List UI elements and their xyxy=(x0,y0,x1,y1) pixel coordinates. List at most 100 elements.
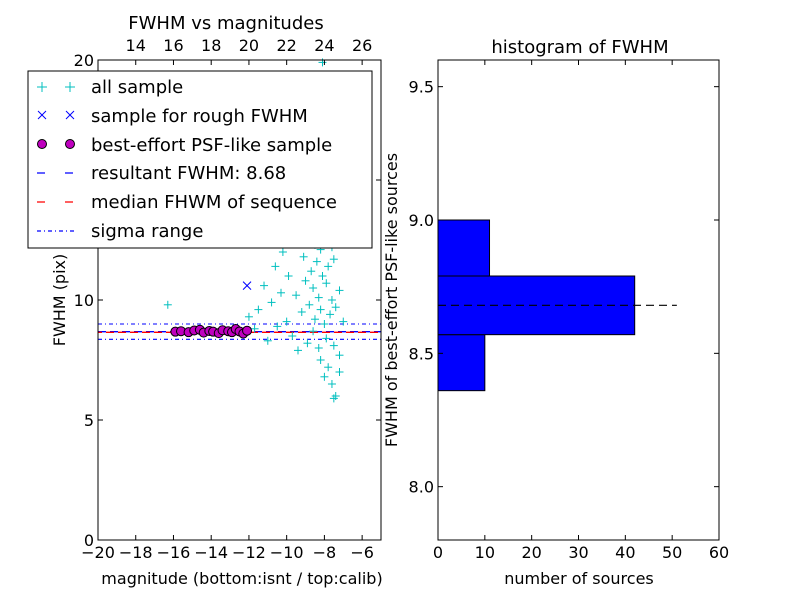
top-tick-label: 22 xyxy=(276,36,296,55)
legend-marker-circle xyxy=(37,139,47,149)
right-y-ticks: 8.0 8.5 9.0 9.5 xyxy=(409,78,719,497)
legend-marker-circle xyxy=(65,139,75,149)
scatter-point-all xyxy=(282,317,291,326)
x-tick-label: 30 xyxy=(568,543,588,562)
scatter-point-all xyxy=(284,272,293,280)
right-x-label: number of sources xyxy=(504,569,654,588)
legend-entry-psf-sample: best-effort PSF-like sample xyxy=(37,135,332,156)
top-tick-label: 18 xyxy=(201,36,221,55)
scatter-point-all xyxy=(278,248,287,256)
scatter-point-all xyxy=(316,305,325,314)
scatter-point-all xyxy=(267,298,276,307)
y-tick-label: 10 xyxy=(74,291,94,310)
scatter-point-all xyxy=(327,296,336,304)
top-tick-label: 26 xyxy=(352,36,372,55)
scatter-point-all xyxy=(292,291,301,300)
legend-entry-median: median FHWM of sequence xyxy=(37,192,337,213)
scatter-point-all xyxy=(260,281,269,290)
scatter-point-all xyxy=(322,279,331,288)
scatter-point-all xyxy=(327,380,336,388)
y-tick-label: 5 xyxy=(84,411,94,430)
scatter-point-all xyxy=(324,363,333,372)
histogram-panel: histogram of FWHM 0 10 20 30 40 50 60 8.0 8.5 9.… xyxy=(382,37,729,588)
right-x-ticks: 0 10 20 30 40 50 60 xyxy=(433,60,729,562)
top-tick-label: 24 xyxy=(314,36,334,55)
left-x-label: magnitude (bottom:isnt / top:calib) xyxy=(101,569,382,588)
scatter-point-all xyxy=(277,288,286,297)
x-tick-label: −10 xyxy=(270,543,304,562)
scatter-point-all xyxy=(299,252,308,261)
scatter-point-all xyxy=(271,262,280,271)
x-tick-label: 20 xyxy=(521,543,541,562)
top-tick-label: 14 xyxy=(126,36,146,55)
scatter-point-all xyxy=(329,341,338,350)
legend-label: best-effort PSF-like sample xyxy=(91,135,332,156)
x-tick-label: 60 xyxy=(709,543,729,562)
scatter-point-all xyxy=(316,356,325,364)
legend-marker-x xyxy=(37,110,75,120)
scatter-point-all xyxy=(273,322,282,331)
scatter-point-all xyxy=(305,300,314,309)
scatter-point-all xyxy=(303,339,312,348)
scatter-point-all xyxy=(244,312,253,321)
legend-label: sigma range xyxy=(91,221,203,242)
scatter-point-psf xyxy=(242,325,253,336)
scatter-point-all xyxy=(339,317,348,326)
scatter-point-all xyxy=(318,272,327,280)
legend-entry-all-sample: all sample xyxy=(37,77,183,98)
left-y-label: FWHM (pix) xyxy=(50,254,69,347)
scatter-point-all xyxy=(309,327,318,336)
x-tick-label: 10 xyxy=(475,543,495,562)
scatter-point-all xyxy=(314,344,323,352)
legend-marker-plus xyxy=(37,82,75,92)
right-y-label: FWHM of best-effort PSF-like sources xyxy=(382,153,401,447)
scatter-point-all xyxy=(312,257,321,266)
scatter-point-all xyxy=(320,320,329,328)
x-tick-label: −12 xyxy=(232,543,266,562)
legend-label: all sample xyxy=(91,77,183,98)
left-x-ticks: −20 −18 −16 −14 −12 −10 −8 −6 xyxy=(81,535,374,562)
x-tick-label: −6 xyxy=(350,543,374,562)
scatter-point-all xyxy=(288,332,297,340)
scatter-point-all xyxy=(329,255,338,264)
legend-label: sample for rough FWHM xyxy=(91,106,308,127)
legend-label: resultant FWHM: 8.68 xyxy=(91,163,286,184)
x-tick-label: −20 xyxy=(81,543,115,562)
y-tick-label: 9.0 xyxy=(409,211,434,230)
legend-box xyxy=(27,70,373,249)
legend-label: median FHWM of sequence xyxy=(91,192,337,213)
scatter-point-all xyxy=(163,300,172,309)
legend: all sample sample for rough FWHM best-ef… xyxy=(27,70,373,249)
scatter-panel: FWHM vs magnitudes −20 −18 −16 −14 −12 −10 −8−… xyxy=(27,13,383,588)
top-tick-label: 20 xyxy=(239,36,259,55)
left-title: FWHM vs magnitudes xyxy=(128,13,323,34)
scatter-point-all xyxy=(335,351,344,360)
scatter-point-all xyxy=(335,368,344,376)
left-top-ticks: 14 16 18 20 22 24 26 xyxy=(126,36,372,65)
scatter-point-all xyxy=(329,394,338,403)
scatter-point-all xyxy=(263,336,272,345)
scatter-point-all xyxy=(320,372,329,381)
scatter-point-all xyxy=(314,293,323,302)
x-tick-label: −18 xyxy=(119,543,153,562)
x-tick-label: −16 xyxy=(157,543,191,562)
x-tick-label: 50 xyxy=(662,543,682,562)
scatter-point-all xyxy=(326,310,335,319)
y-tick-label: 8.0 xyxy=(409,478,434,497)
scatter-point-all xyxy=(293,346,302,355)
scatter-point-all xyxy=(301,276,310,285)
scatter-point-all xyxy=(324,262,333,271)
scatter-point-all xyxy=(307,267,316,276)
legend-entry-sigma: sigma range xyxy=(37,221,203,242)
scatter-point-all xyxy=(297,308,306,316)
top-tick-label: 16 xyxy=(163,36,183,55)
scatter-point-all xyxy=(322,334,331,343)
x-tick-label: −14 xyxy=(194,543,228,562)
scatter-point-all xyxy=(254,305,263,314)
histogram-bar xyxy=(437,219,491,277)
y-tick-label: 0 xyxy=(84,531,94,550)
scatter-point-all xyxy=(250,324,259,333)
scatter-point-all xyxy=(331,303,340,312)
x-tick-label: 0 xyxy=(433,543,443,562)
